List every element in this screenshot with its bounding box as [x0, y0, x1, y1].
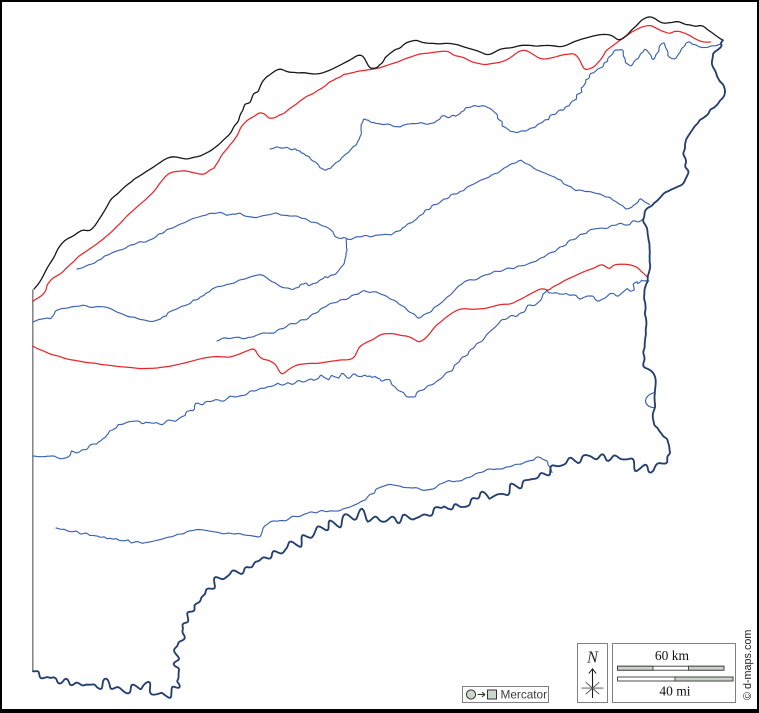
svg-text:Mercator: Mercator	[501, 688, 548, 702]
svg-text:60 km: 60 km	[655, 648, 690, 663]
svg-text:© d-maps.com: © d-maps.com	[742, 630, 754, 700]
svg-text:N: N	[586, 648, 599, 667]
svg-text:40 mi: 40 mi	[659, 684, 690, 699]
